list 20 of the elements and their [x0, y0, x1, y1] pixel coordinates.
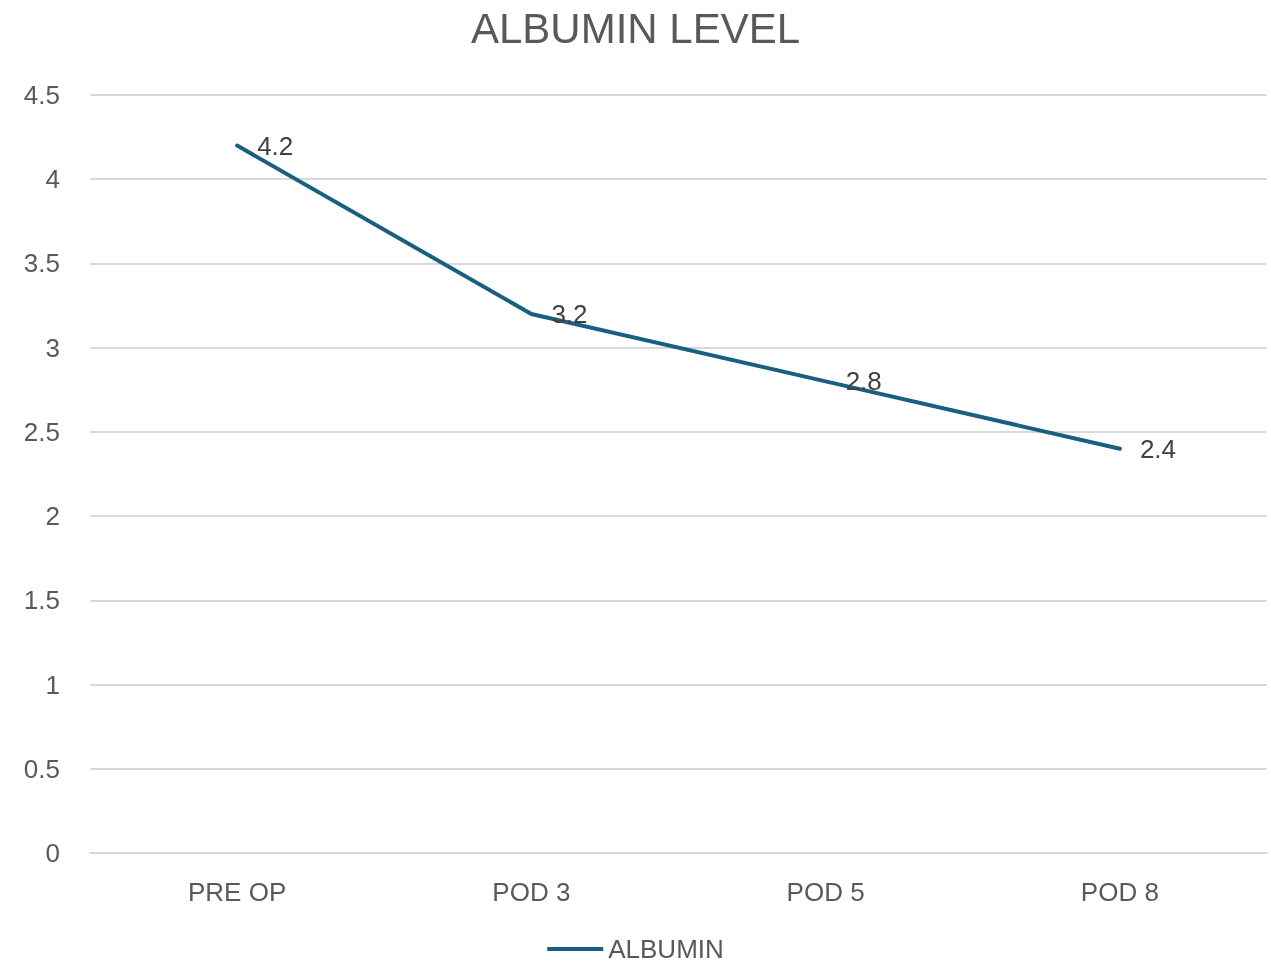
y-tick-label: 0 — [45, 838, 60, 868]
y-tick-label: 2.5 — [23, 416, 60, 447]
y-tick-label: 3.5 — [23, 248, 60, 279]
y-tick-label: 4.5 — [23, 80, 60, 110]
data-label: 4.2 — [257, 130, 294, 161]
legend-label: ALBUMIN — [608, 934, 724, 964]
y-tick-label: 1 — [45, 669, 60, 700]
y-tick-label: 4 — [45, 164, 60, 195]
y-tick-label: 2 — [45, 501, 60, 532]
data-label: 2.8 — [845, 366, 882, 397]
y-tick-label: 0.5 — [23, 753, 60, 784]
x-tick-label: POD 3 — [492, 877, 571, 907]
data-label: 3.2 — [551, 298, 588, 329]
x-tick-label: POD 8 — [1080, 877, 1159, 907]
y-tick-label: 1.5 — [23, 585, 60, 616]
y-tick-label: 3 — [45, 332, 60, 363]
data-label: 2.4 — [1139, 433, 1177, 464]
x-tick-label: POD 5 — [786, 877, 865, 907]
x-tick-label: PRE OP — [188, 877, 287, 907]
chart-title: ALBUMIN LEVEL — [470, 4, 801, 52]
